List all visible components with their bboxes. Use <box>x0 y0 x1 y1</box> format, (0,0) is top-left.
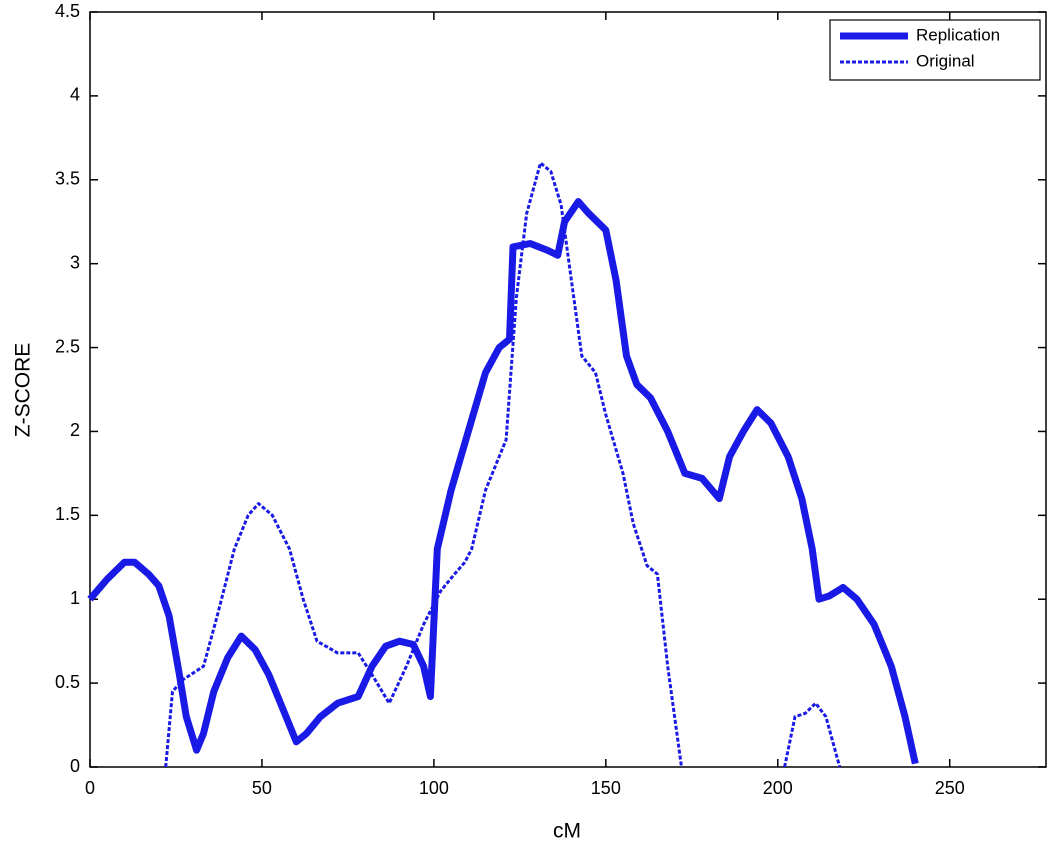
x-tick-label: 150 <box>591 778 621 798</box>
x-axis-label: cM <box>553 820 581 843</box>
x-tick-label: 50 <box>252 778 272 798</box>
y-tick-label: 4.5 <box>55 1 80 21</box>
y-tick-label: 0.5 <box>55 672 80 692</box>
y-axis-label: Z-SCORE <box>12 343 35 438</box>
y-tick-label: 3 <box>70 252 80 272</box>
x-tick-label: 200 <box>763 778 793 798</box>
legend-label: Original <box>916 51 975 70</box>
x-tick-label: 0 <box>85 778 95 798</box>
y-tick-label: 1 <box>70 588 80 608</box>
legend: Replication Original <box>829 19 1041 81</box>
x-tick-label: 250 <box>935 778 965 798</box>
y-tick-label: 3.5 <box>55 169 80 189</box>
y-tick-label: 4 <box>70 85 80 105</box>
y-tick-label: 0 <box>70 756 80 776</box>
legend-label: Replication <box>916 25 1000 44</box>
series-line <box>87 198 919 765</box>
series-line <box>164 161 842 768</box>
y-tick-label: 2.5 <box>55 336 80 356</box>
y-tick-label: 2 <box>70 420 80 440</box>
legend-box <box>829 19 1041 81</box>
plot-frame <box>89 11 1047 768</box>
y-tick-label: 1.5 <box>55 504 80 524</box>
x-tick-label: 100 <box>419 778 449 798</box>
